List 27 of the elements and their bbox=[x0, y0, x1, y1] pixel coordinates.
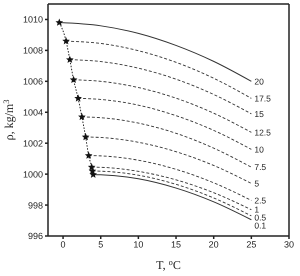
series-label: 15 bbox=[254, 108, 264, 119]
x-tick-label: 15 bbox=[171, 239, 182, 250]
series-label: 0.1 bbox=[254, 220, 266, 231]
x-tick-label: 20 bbox=[208, 239, 219, 250]
y-tick-label: 1004 bbox=[22, 107, 43, 118]
y-tick-label: 1008 bbox=[22, 46, 43, 56]
y-tick-label: 1006 bbox=[22, 76, 43, 87]
y-tick-label: 1002 bbox=[22, 138, 43, 148]
series-label: 12.5 bbox=[254, 127, 272, 138]
series-label: 0.5 bbox=[254, 212, 266, 223]
series-label: 1 bbox=[254, 204, 260, 215]
x-tick-label: 30 bbox=[284, 239, 294, 250]
y-tick-label: 996 bbox=[28, 231, 43, 242]
x-axis-title: T, $^{o}$C bbox=[156, 258, 181, 272]
y-tick-label: 998 bbox=[28, 200, 43, 210]
series-label: 2.5 bbox=[254, 195, 266, 206]
x-tick-label: 10 bbox=[133, 239, 144, 250]
x-tick-label: 25 bbox=[246, 239, 256, 250]
series-label: 10 bbox=[254, 144, 264, 154]
y-tick-label: 1010 bbox=[22, 14, 43, 25]
series-label: 5 bbox=[254, 178, 260, 188]
series-label: 17.5 bbox=[254, 93, 272, 104]
series-label: 20 bbox=[254, 76, 264, 86]
x-tick-label: 0 bbox=[60, 239, 66, 250]
y-tick-label: 1000 bbox=[22, 169, 43, 180]
series-label: 7.5 bbox=[254, 162, 266, 172]
x-tick-label: 5 bbox=[98, 239, 104, 250]
